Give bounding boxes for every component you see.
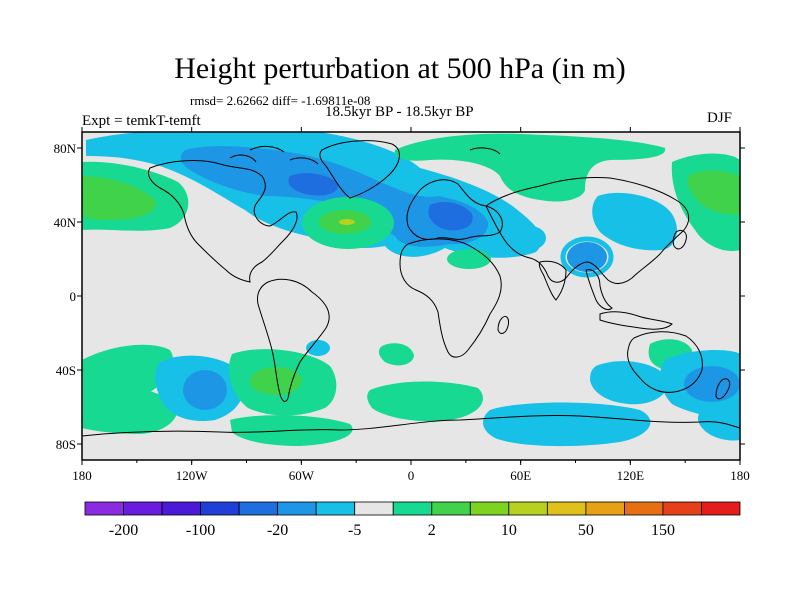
contour-sindian-green (367, 381, 483, 422)
stats-line: rmsd= 2.62662 diff= -1.69811e-08 (190, 93, 371, 108)
lon-label: 120W (176, 468, 209, 483)
coast-indonesia (599, 311, 673, 330)
colorbar-label: 10 (501, 522, 517, 539)
coast-south-america (257, 278, 330, 402)
coast-australia (627, 331, 703, 393)
coast-arctic-islands (229, 145, 501, 165)
contour-fields (82, 132, 740, 447)
contour-south-atlantic-cyan (306, 340, 330, 356)
colorbar-box (315, 501, 356, 516)
lat-label: 40S (56, 363, 76, 378)
colorbar-box (585, 501, 625, 516)
colorbar-box (508, 501, 548, 516)
colorbar-label: -20 (267, 522, 288, 539)
contour-spacific-skyblue (183, 370, 227, 410)
colorbar-box (624, 501, 664, 516)
contour-atlantic-core (339, 219, 355, 225)
coastlines (82, 140, 740, 437)
colorbar-box (662, 501, 702, 516)
contour-asia-skyblue (567, 242, 607, 272)
contour-europe-blue (428, 201, 473, 231)
contour-sindian-cyan (590, 361, 669, 405)
coast-new-zealand (715, 378, 731, 400)
lat-label: 80S (56, 437, 76, 452)
coast-madagascar (497, 315, 509, 334)
contour-siberia-green (394, 133, 666, 202)
lon-label: 60E (510, 468, 531, 483)
lat-label: 40N (54, 215, 77, 230)
coast-europe (406, 179, 503, 240)
colorbar-box (200, 501, 240, 516)
axis-ticks (77, 127, 745, 465)
colorbar-box (277, 501, 317, 516)
contour-spacific-green-2 (82, 384, 179, 434)
contour-asia-cyan-small (514, 226, 546, 250)
lat-label: 80N (54, 141, 77, 156)
contour-npacific-east-lightgreen (687, 170, 740, 215)
colorbar-label: 2 (428, 522, 436, 539)
lon-label: 60W (289, 468, 315, 483)
contour-samerica-lightgreen (250, 367, 302, 395)
colorbar-box (238, 501, 279, 516)
colorbar-box (84, 501, 124, 516)
colorbar-box (123, 501, 163, 516)
lon-label: 0 (408, 468, 415, 483)
colorbar-box (354, 501, 394, 516)
contour-asia-cyan (592, 192, 677, 251)
latitude-labels: 80N 40N 0 40S 80S (54, 141, 77, 452)
coast-antarctica (82, 414, 740, 437)
coast-africa (399, 238, 502, 358)
colorbar-label: 50 (578, 522, 594, 539)
season-label: DJF (707, 110, 733, 126)
coast-india (538, 260, 567, 301)
lon-label: 180 (730, 468, 750, 483)
lon-label: 180 (72, 468, 92, 483)
coast-asia (485, 177, 690, 285)
experiment-label: Expt = temkT-temft (82, 113, 201, 129)
lat-label: 0 (70, 289, 77, 304)
colorbar-box (469, 501, 510, 516)
coast-japan (672, 229, 687, 250)
coast-greenland (319, 140, 400, 199)
colorbar-box (546, 501, 587, 516)
colorbar-box (701, 501, 741, 516)
colorbar-labels: -200 -100 -20 -5 2 10 50 150 (109, 522, 675, 539)
colorbar-label: 150 (651, 522, 675, 539)
contour-npacific-west-lightgreen (82, 176, 156, 220)
contour-arctic-skyblue (180, 146, 489, 247)
colorbar-box (431, 501, 471, 516)
period-subtitle: 18.5kyr BP - 18.5kyr BP (325, 104, 474, 120)
contour-antarctic-cyan (483, 402, 651, 447)
colorbar-boxes (84, 501, 741, 516)
contour-mideast-green (447, 249, 491, 269)
colorbar-label: -100 (186, 522, 215, 539)
coast-southeast-asia (585, 269, 613, 311)
coast-north-america (147, 160, 298, 283)
colorbar-label: -200 (109, 522, 138, 539)
colorbar-label: -5 (348, 522, 361, 539)
colorbar-box (161, 501, 201, 516)
contour-south-atlantic-green (378, 343, 414, 366)
lon-label: 120E (617, 468, 645, 483)
longitude-labels: 180 120W 60W 0 60E 120E 180 (72, 468, 750, 483)
map-title: Height perturbation at 500 hPa (in m) (174, 52, 626, 85)
colorbar-box (392, 501, 433, 516)
contour-canada-blue (288, 173, 339, 196)
